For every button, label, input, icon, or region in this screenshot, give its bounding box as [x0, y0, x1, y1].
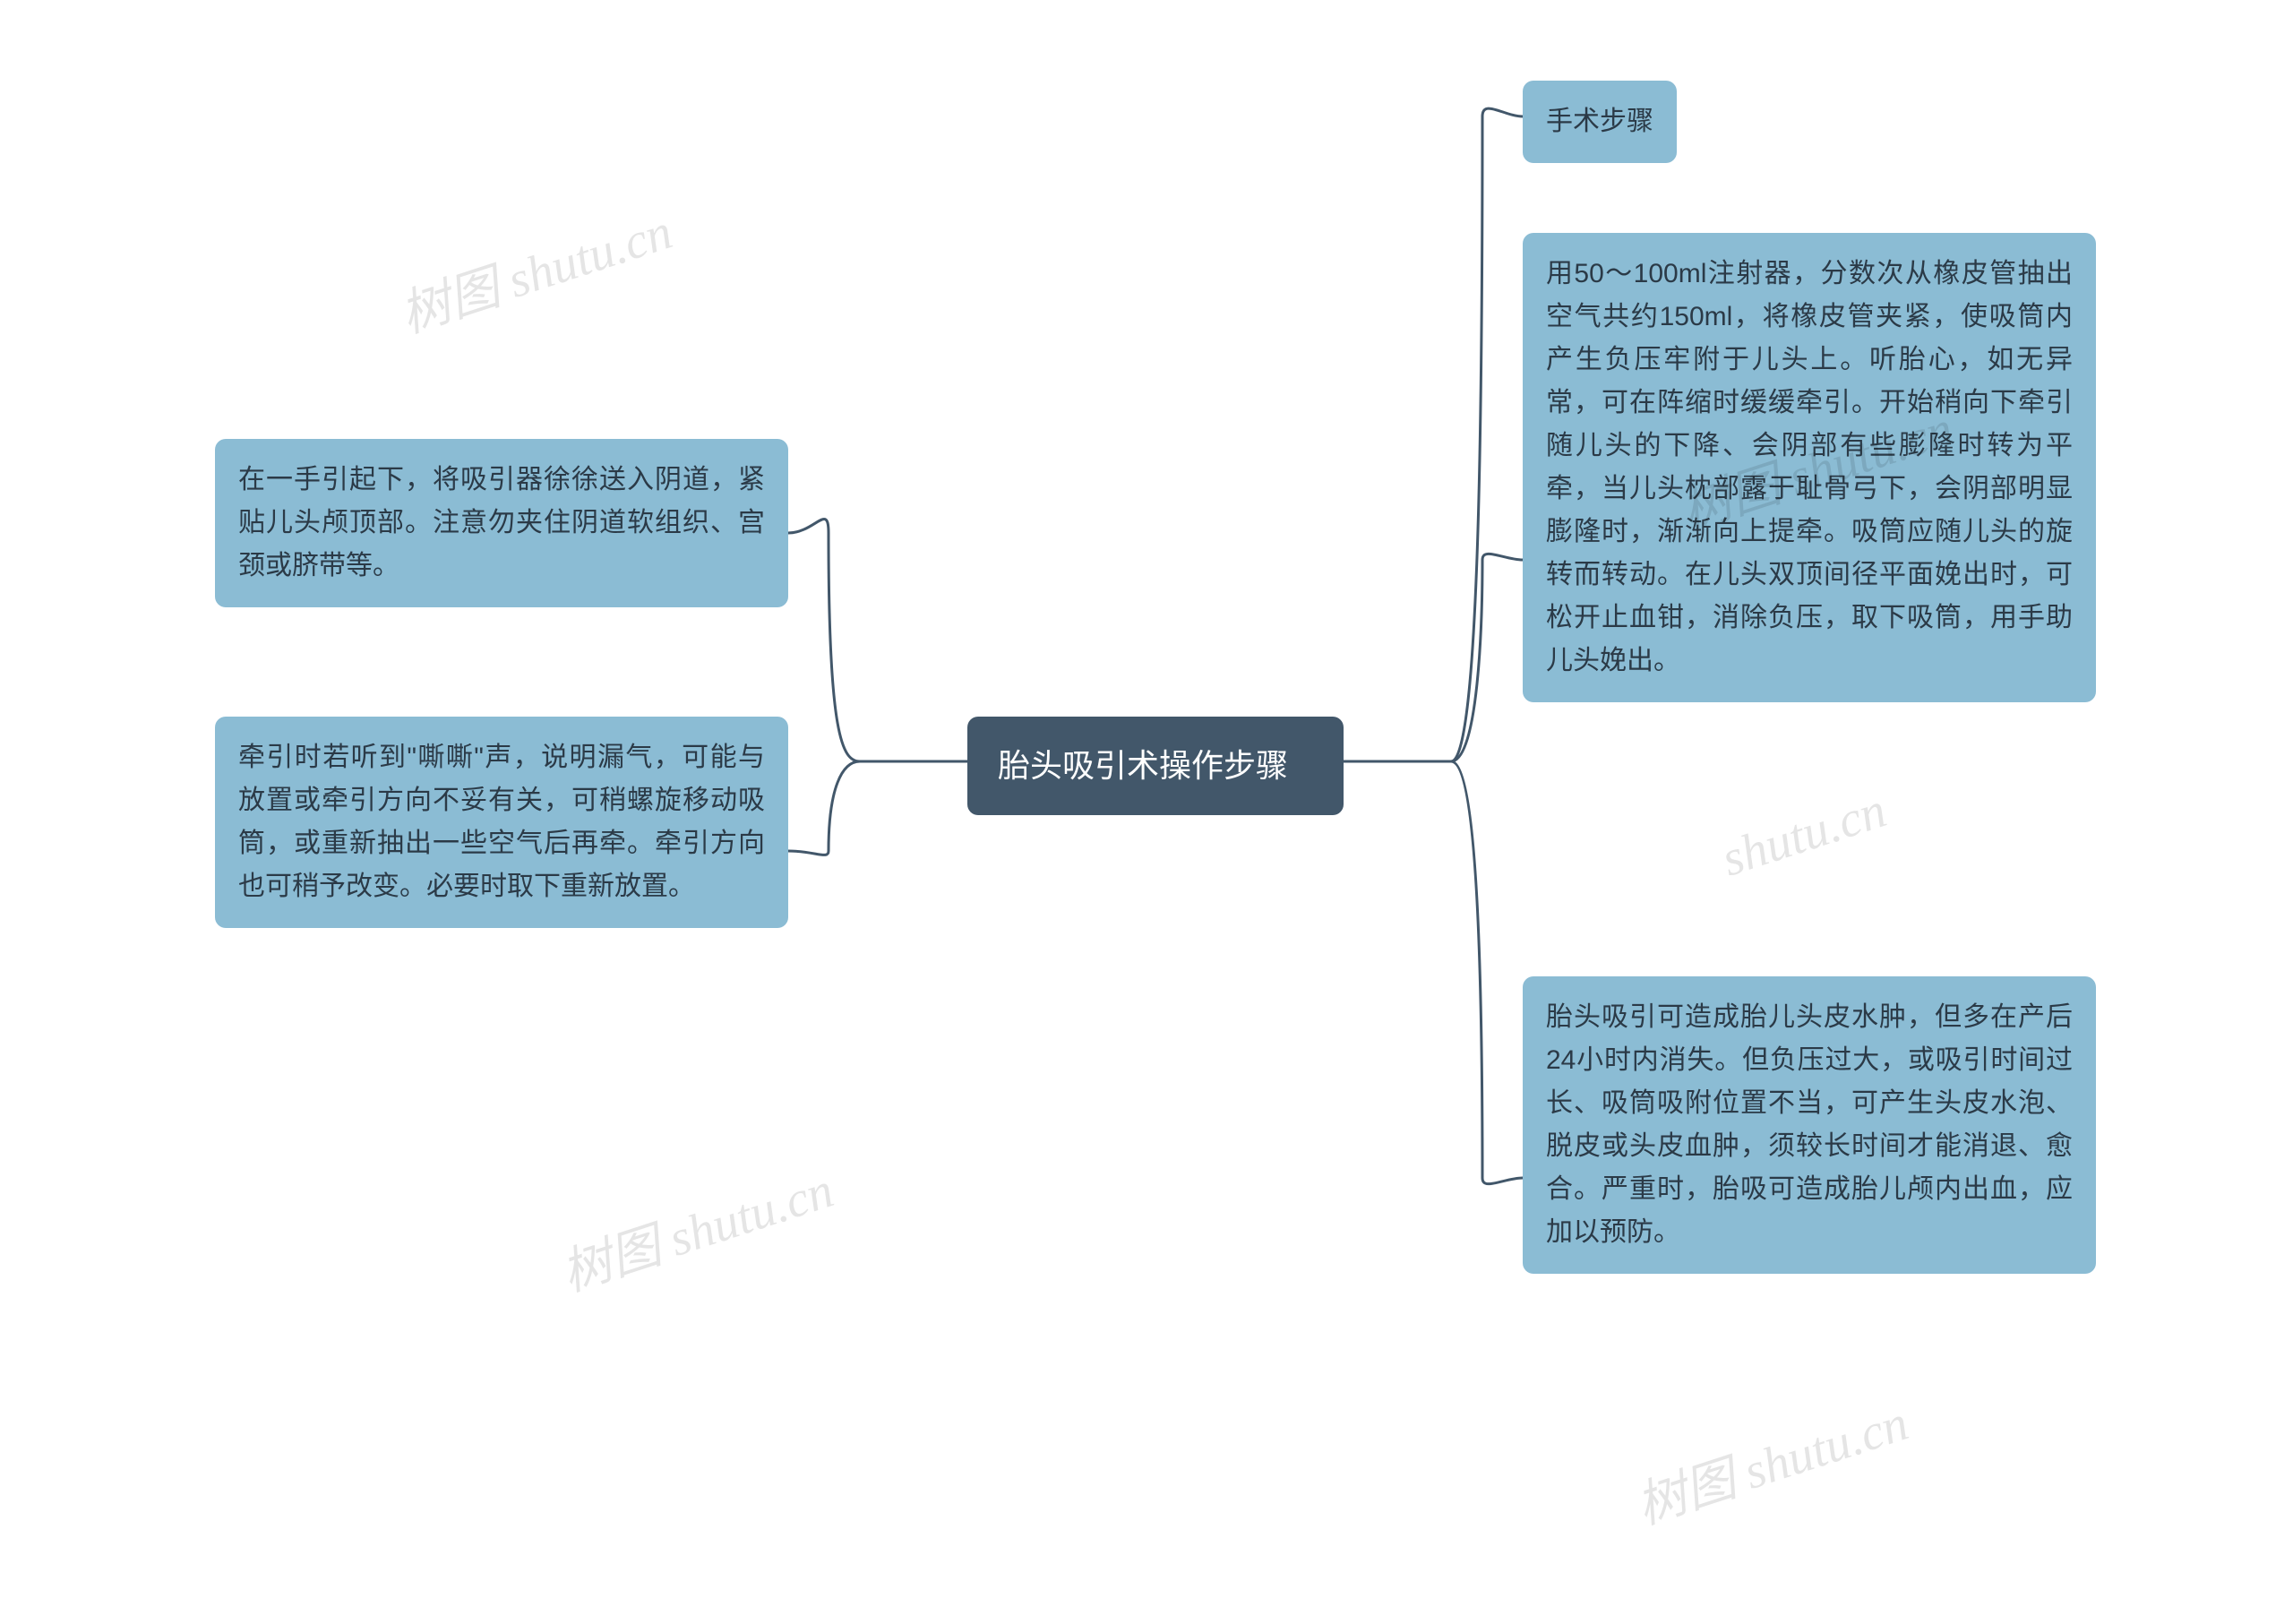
- watermark: 树图 shutu.cn: [1626, 1382, 1916, 1538]
- left-node-1[interactable]: 在一手引起下，将吸引器徐徐送入阴道，紧贴儿头颅顶部。注意勿夹住阴道软组织、宫颈或…: [215, 439, 788, 607]
- left-node-1-text: 在一手引起下，将吸引器徐徐送入阴道，紧贴儿头颅顶部。注意勿夹住阴道软组织、宫颈或…: [238, 465, 765, 580]
- left-node-2[interactable]: 牵引时若听到"嘶嘶"声，说明漏气，可能与放置或牵引方向不妥有关，可稍螺旋移动吸筒…: [215, 717, 788, 928]
- watermark: shutu.cn: [1715, 781, 1894, 888]
- right-node-2-text: 用50～100ml注射器，分数次从橡皮管抽出空气共约150ml，将橡皮管夹紧，使…: [1546, 259, 2073, 675]
- watermark: 树图 shutu.cn: [551, 1149, 841, 1305]
- right-node-2[interactable]: 用50～100ml注射器，分数次从橡皮管抽出空气共约150ml，将橡皮管夹紧，使…: [1523, 233, 2096, 702]
- right-node-1-text: 手术步骤: [1546, 107, 1653, 136]
- right-node-3-text: 胎头吸引可造成胎儿头皮水肿，但多在产后24小时内消失。但负压过大，或吸引时间过长…: [1546, 1002, 2073, 1247]
- left-node-2-text: 牵引时若听到"嘶嘶"声，说明漏气，可能与放置或牵引方向不妥有关，可稍螺旋移动吸筒…: [238, 743, 765, 901]
- center-node[interactable]: 胎头吸引术操作步骤: [967, 717, 1344, 815]
- center-node-text: 胎头吸引术操作步骤: [998, 747, 1288, 784]
- right-node-3[interactable]: 胎头吸引可造成胎儿头皮水肿，但多在产后24小时内消失。但负压过大，或吸引时间过长…: [1523, 976, 2096, 1274]
- right-node-1[interactable]: 手术步骤: [1523, 81, 1677, 163]
- watermark: 树图 shutu.cn: [390, 191, 680, 347]
